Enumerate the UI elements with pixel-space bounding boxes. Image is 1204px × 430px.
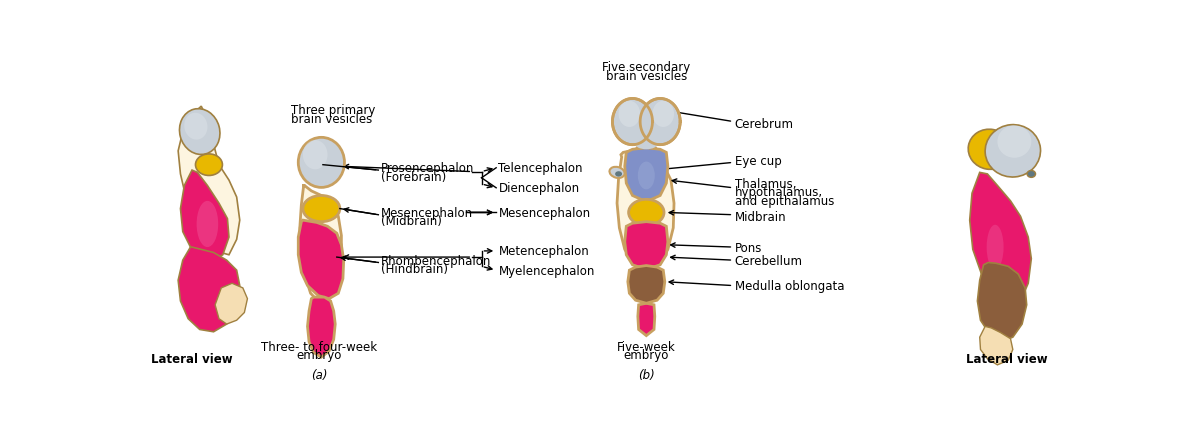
Text: Cerebellum: Cerebellum bbox=[734, 254, 803, 267]
Ellipse shape bbox=[638, 162, 655, 190]
Text: hypothalamus,: hypothalamus, bbox=[734, 186, 824, 199]
Ellipse shape bbox=[986, 225, 1004, 270]
Text: embryo: embryo bbox=[296, 348, 342, 361]
Ellipse shape bbox=[997, 126, 1032, 158]
Ellipse shape bbox=[1027, 171, 1035, 178]
Ellipse shape bbox=[638, 104, 655, 144]
Text: Five secondary: Five secondary bbox=[602, 61, 690, 74]
Polygon shape bbox=[978, 263, 1027, 342]
Ellipse shape bbox=[653, 101, 674, 128]
Ellipse shape bbox=[179, 109, 220, 155]
Ellipse shape bbox=[613, 99, 653, 145]
Polygon shape bbox=[625, 148, 668, 202]
Ellipse shape bbox=[636, 144, 657, 158]
Polygon shape bbox=[627, 266, 665, 304]
Text: Three primary: Three primary bbox=[290, 104, 374, 117]
Ellipse shape bbox=[609, 167, 625, 178]
Ellipse shape bbox=[615, 172, 622, 177]
Polygon shape bbox=[299, 221, 343, 299]
Polygon shape bbox=[969, 173, 1032, 307]
Text: Rhombencephalon: Rhombencephalon bbox=[380, 254, 491, 267]
Text: Prosencephalon: Prosencephalon bbox=[380, 162, 474, 175]
Ellipse shape bbox=[184, 114, 207, 140]
Text: Lateral view: Lateral view bbox=[966, 353, 1047, 366]
Polygon shape bbox=[625, 222, 668, 270]
Text: Metencephalon: Metencephalon bbox=[498, 245, 589, 258]
Text: Cerebrum: Cerebrum bbox=[734, 118, 793, 131]
Polygon shape bbox=[181, 171, 229, 261]
Text: Lateral view: Lateral view bbox=[152, 353, 232, 366]
Text: Five-week: Five-week bbox=[616, 341, 675, 353]
Polygon shape bbox=[618, 150, 674, 273]
Text: brain vesicles: brain vesicles bbox=[606, 70, 687, 83]
Ellipse shape bbox=[628, 200, 665, 226]
Text: Pons: Pons bbox=[734, 241, 762, 254]
Ellipse shape bbox=[619, 101, 641, 128]
Text: (b): (b) bbox=[638, 368, 655, 381]
Ellipse shape bbox=[985, 125, 1040, 178]
Text: brain vesicles: brain vesicles bbox=[290, 113, 372, 126]
Polygon shape bbox=[307, 298, 335, 357]
Polygon shape bbox=[178, 107, 240, 255]
Ellipse shape bbox=[299, 138, 344, 188]
Polygon shape bbox=[300, 186, 342, 305]
Text: Midbrain: Midbrain bbox=[734, 210, 786, 223]
Polygon shape bbox=[638, 304, 655, 336]
Text: Diencephalon: Diencephalon bbox=[498, 182, 579, 195]
Text: embryo: embryo bbox=[624, 348, 669, 361]
Text: and epithalamus: and epithalamus bbox=[734, 194, 834, 207]
Text: Eye cup: Eye cup bbox=[734, 154, 781, 167]
Text: Thalamus,: Thalamus, bbox=[734, 177, 796, 190]
Text: Medulla oblongata: Medulla oblongata bbox=[734, 280, 844, 292]
Ellipse shape bbox=[641, 99, 680, 145]
Text: Three- to four-week: Three- to four-week bbox=[261, 341, 377, 353]
Ellipse shape bbox=[303, 141, 327, 170]
Text: (Hindbrain): (Hindbrain) bbox=[380, 263, 448, 276]
Text: (Midbrain): (Midbrain) bbox=[380, 215, 442, 228]
Text: Mesencephalon: Mesencephalon bbox=[498, 206, 591, 219]
Ellipse shape bbox=[635, 138, 657, 150]
Ellipse shape bbox=[196, 201, 218, 248]
Polygon shape bbox=[980, 327, 1013, 365]
Text: Telencephalon: Telencephalon bbox=[498, 162, 583, 175]
Ellipse shape bbox=[968, 130, 1011, 170]
Ellipse shape bbox=[303, 196, 340, 222]
Ellipse shape bbox=[195, 154, 223, 176]
Text: Myelencephalon: Myelencephalon bbox=[498, 264, 595, 277]
Polygon shape bbox=[216, 284, 248, 324]
Polygon shape bbox=[178, 248, 240, 332]
Text: (Forebrain): (Forebrain) bbox=[380, 170, 445, 183]
Text: Mesencephalon: Mesencephalon bbox=[380, 206, 473, 219]
Text: (a): (a) bbox=[311, 368, 327, 381]
